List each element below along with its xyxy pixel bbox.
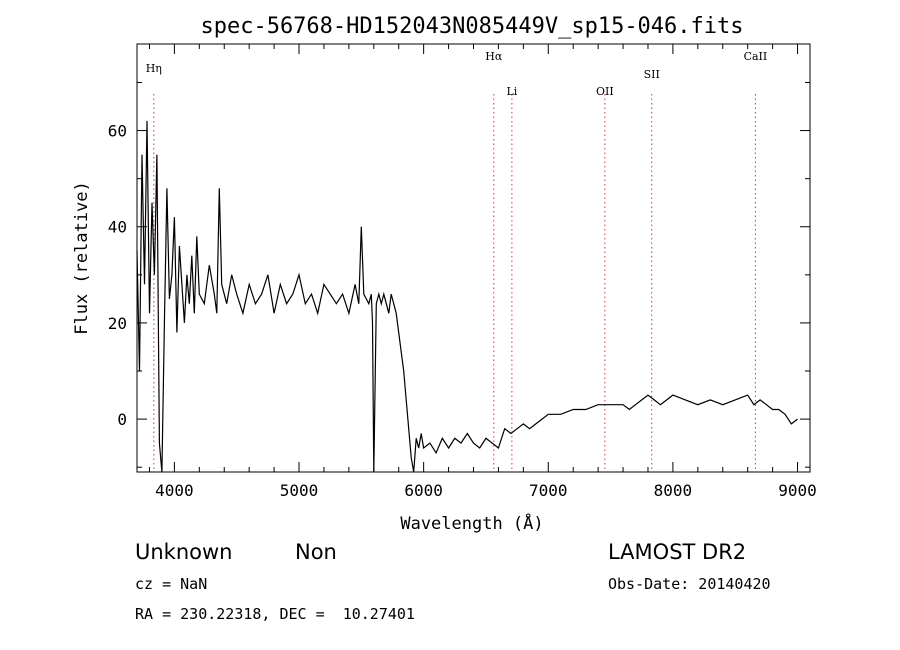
x-axis-label: Wavelength (Å) (400, 512, 543, 534)
x-tick-label: 4000 (155, 481, 194, 500)
marker-label: Li (506, 85, 517, 98)
spectral-subclass: Non (295, 540, 337, 564)
survey-name: LAMOST DR2 (608, 540, 747, 564)
coordinates: RA = 230.22318, DEC = 10.27401 (135, 605, 415, 623)
x-tick-label: 7000 (529, 481, 568, 500)
y-tick-label: 0 (117, 410, 127, 429)
marker-label: CaII (744, 50, 768, 63)
observation-date: Obs-Date: 20140420 (608, 575, 771, 593)
x-tick-label: 9000 (778, 481, 817, 500)
marker-label: Hα (485, 50, 503, 63)
spectral-class: Unknown (135, 540, 233, 564)
y-tick-label: 20 (108, 314, 127, 333)
x-axis-ticks: 4000 5000 6000 7000 8000 9000 (148, 44, 817, 500)
y-axis-label: Flux (relative) (72, 181, 92, 335)
spectrum-line (136, 120, 798, 473)
x-tick-label: 8000 (654, 481, 693, 500)
y-axis-ticks: 0 20 40 60 (108, 81, 810, 468)
plot-frame (136, 43, 811, 473)
y-tick-label: 40 (108, 218, 127, 237)
marker-label: OII (596, 85, 614, 98)
marker-label: SII (644, 68, 660, 81)
spectral-line-markers: Hη Hα Li OII SII CaII (146, 50, 768, 472)
chart-title: spec-56768-HD152043N085449V_sp15-046.fit… (200, 14, 743, 39)
redshift-value: cz = NaN (135, 575, 208, 593)
x-tick-label: 6000 (404, 481, 443, 500)
y-tick-label: 60 (108, 122, 127, 141)
x-tick-label: 5000 (280, 481, 319, 500)
marker-label: Hη (146, 62, 162, 75)
